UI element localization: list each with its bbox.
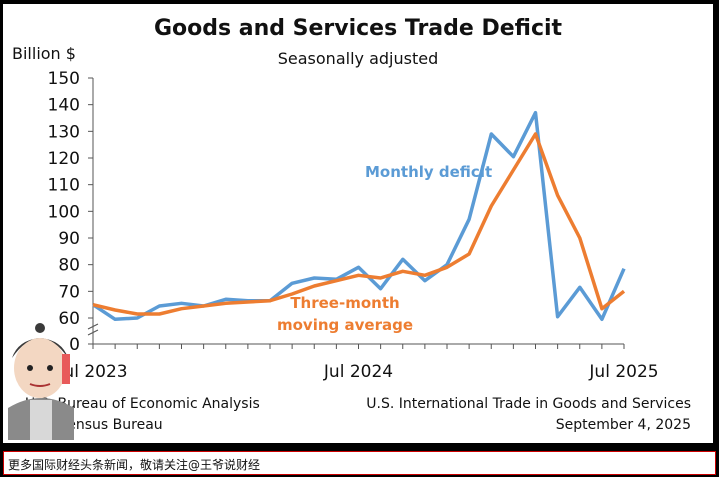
y-axis-break-mark — [87, 323, 99, 336]
footer-banner: 更多国际财经头条新闻，敬请关注@王爷说财经 — [3, 451, 716, 475]
y-tick-label: 150 — [48, 69, 80, 89]
y-tick-label: 120 — [48, 149, 80, 169]
chart-title: Goods and Services Trade Deficit — [153, 16, 563, 41]
x-tick-label: Jul 2024 — [323, 362, 393, 382]
moving-average-line — [92, 132, 626, 316]
y-tick-label: 110 — [48, 176, 80, 196]
footer-text: 更多国际财经头条新闻，敬请关注@王爷说财经 — [8, 458, 261, 472]
x-tick-label: Jul 2023 — [57, 362, 127, 382]
y-tick-label: 0 — [69, 335, 80, 355]
trade-deficit-chart: 0 60 70 80 90 100 110 120 130 140 150 Jul 2023 Jul 2… — [48, 69, 659, 382]
monthly-deficit-label: Monthly deficit — [365, 163, 492, 181]
y-tick-label: 100 — [48, 202, 80, 222]
source-right-line2: September 4, 2025 — [555, 417, 691, 433]
chart-subtitle: Seasonally adjusted — [277, 49, 439, 68]
y-tick-label: 60 — [58, 309, 80, 329]
y-tick-label: 90 — [58, 229, 80, 249]
y-tick-label: 140 — [48, 96, 80, 116]
monthly-deficit-line — [92, 110, 626, 322]
chart-card: Goods and Services Trade Deficit Seasona… — [3, 4, 713, 443]
y-axis-unit-label: Billion $ — [12, 44, 76, 63]
y-tick-label: 70 — [58, 282, 80, 302]
moving-average-label-line2: moving average — [277, 316, 413, 334]
moving-average-label-line1: Three-month — [290, 294, 399, 312]
cartoon-avatar-icon — [8, 323, 74, 440]
y-tick-label: 80 — [58, 256, 80, 276]
y-tick-label: 130 — [48, 122, 80, 142]
x-tick-label: Jul 2025 — [588, 362, 658, 382]
source-right-line1: U.S. International Trade in Goods and Se… — [366, 396, 691, 412]
source-left-line1: U.S. Bureau of Economic Analysis — [25, 396, 260, 412]
